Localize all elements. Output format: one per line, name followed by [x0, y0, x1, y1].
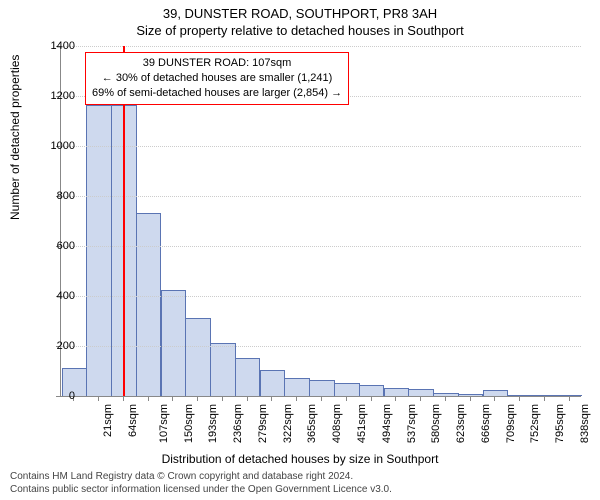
grid-line: [61, 346, 581, 347]
y-tick-label: 600: [35, 240, 75, 252]
y-tick-label: 400: [35, 290, 75, 302]
bar: [334, 383, 360, 397]
footer-attribution: Contains HM Land Registry data © Crown c…: [10, 470, 392, 496]
x-tick-label: 666sqm: [480, 404, 492, 443]
x-tick-label: 709sqm: [505, 404, 517, 443]
x-tick-mark: [222, 396, 223, 401]
x-tick-mark: [470, 396, 471, 401]
bar: [532, 395, 558, 396]
x-tick-label: 494sqm: [381, 404, 393, 443]
grid-line: [61, 196, 581, 197]
x-tick-mark: [197, 396, 198, 401]
bar: [260, 370, 286, 396]
legend-line: 39 DUNSTER ROAD: 107sqm: [92, 56, 342, 71]
x-tick-label: 795sqm: [554, 404, 566, 443]
bar: [161, 290, 187, 396]
y-tick-label: 1200: [35, 90, 75, 102]
bar: [408, 389, 434, 396]
x-tick-label: 451sqm: [356, 404, 368, 443]
y-tick-label: 0: [35, 390, 75, 402]
grid-line: [61, 246, 581, 247]
x-tick-mark: [544, 396, 545, 401]
x-tick-mark: [148, 396, 149, 401]
y-tick-label: 1400: [35, 40, 75, 52]
grid-line: [61, 46, 581, 47]
x-tick-label: 623sqm: [455, 404, 467, 443]
x-tick-label: 64sqm: [127, 404, 139, 437]
x-tick-label: 322sqm: [282, 404, 294, 443]
x-tick-label: 408sqm: [331, 404, 343, 443]
y-tick-label: 800: [35, 190, 75, 202]
x-tick-mark: [98, 396, 99, 401]
bar: [136, 213, 162, 397]
footer-line1: Contains HM Land Registry data © Crown c…: [10, 470, 392, 483]
page-title: 39, DUNSTER ROAD, SOUTHPORT, PR8 3AH: [0, 0, 600, 21]
x-tick-label: 150sqm: [183, 404, 195, 443]
x-tick-mark: [346, 396, 347, 401]
bar: [359, 385, 385, 396]
chart-container: 39, DUNSTER ROAD, SOUTHPORT, PR8 3AH Siz…: [0, 0, 600, 500]
x-tick-label: 236sqm: [232, 404, 244, 443]
bar: [309, 380, 335, 396]
footer-line2: Contains public sector information licen…: [10, 483, 392, 496]
legend-line: ← 30% of detached houses are smaller (1,…: [92, 71, 342, 86]
legend-line: 69% of semi-detached houses are larger (…: [92, 86, 342, 101]
x-tick-label: 193sqm: [208, 404, 220, 443]
x-tick-mark: [271, 396, 272, 401]
x-axis-label: Distribution of detached houses by size …: [0, 452, 600, 466]
x-tick-label: 21sqm: [102, 404, 114, 437]
x-tick-mark: [247, 396, 248, 401]
bar: [185, 318, 211, 397]
x-tick-label: 838sqm: [579, 404, 591, 443]
x-tick-mark: [172, 396, 173, 401]
bar: [433, 393, 459, 397]
grid-line: [61, 296, 581, 297]
bar: [284, 378, 310, 397]
y-tick-label: 1000: [35, 140, 75, 152]
bar: [384, 388, 410, 397]
x-tick-mark: [296, 396, 297, 401]
x-tick-label: 537sqm: [406, 404, 418, 443]
x-tick-label: 752sqm: [529, 404, 541, 443]
x-tick-mark: [519, 396, 520, 401]
x-tick-label: 580sqm: [430, 404, 442, 443]
y-axis-label: Number of detached properties: [8, 55, 22, 220]
x-tick-mark: [569, 396, 570, 401]
x-tick-mark: [420, 396, 421, 401]
page-subtitle: Size of property relative to detached ho…: [0, 21, 600, 38]
x-tick-label: 279sqm: [257, 404, 269, 443]
x-tick-label: 107sqm: [158, 404, 170, 443]
x-tick-mark: [445, 396, 446, 401]
x-tick-label: 365sqm: [307, 404, 319, 443]
y-tick-label: 200: [35, 340, 75, 352]
grid-line: [61, 146, 581, 147]
bar: [86, 105, 112, 396]
bar: [235, 358, 261, 397]
x-tick-mark: [494, 396, 495, 401]
x-tick-mark: [321, 396, 322, 401]
x-tick-mark: [371, 396, 372, 401]
bar: [210, 343, 236, 397]
x-tick-mark: [123, 396, 124, 401]
legend-box: 39 DUNSTER ROAD: 107sqm← 30% of detached…: [85, 52, 349, 105]
x-tick-mark: [395, 396, 396, 401]
